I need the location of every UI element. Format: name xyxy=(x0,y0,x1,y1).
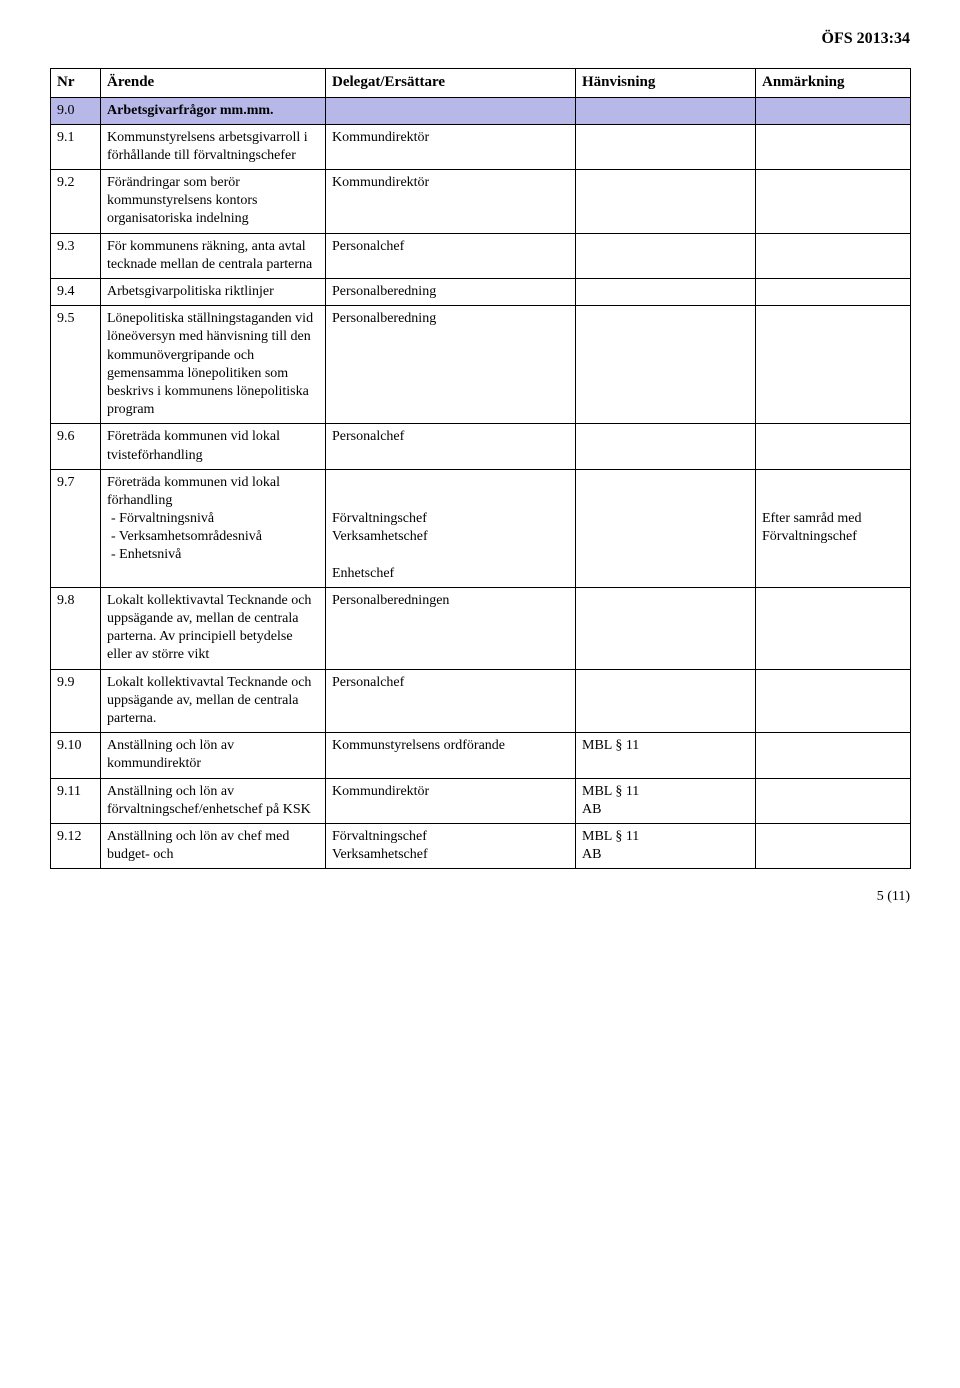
table-row: 9.12Anställning och lön av chef med budg… xyxy=(51,823,911,868)
page-number: 5 (11) xyxy=(50,889,910,905)
cell-hanv xyxy=(576,170,756,234)
cell-anm xyxy=(756,279,911,306)
cell-nr: 9.10 xyxy=(51,733,101,778)
cell-arende: Anställning och lön av kommundirektör xyxy=(101,733,326,778)
col-anm: Anmärkning xyxy=(756,69,911,98)
cell-nr: 9.5 xyxy=(51,306,101,424)
cell-hanv: MBL § 11 xyxy=(576,733,756,778)
doc-id: ÖFS 2013:34 xyxy=(50,30,910,48)
table-header-row: Nr Ärende Delegat/Ersättare Hänvisning A… xyxy=(51,69,911,98)
cell-delegat: FörvaltningschefVerksamhetschef xyxy=(326,823,576,868)
cell-arende: Lokalt kollektivavtal Tecknande och upps… xyxy=(101,669,326,733)
col-nr: Nr xyxy=(51,69,101,98)
table-row: 9.2Förändringar som berör kommunstyrelse… xyxy=(51,170,911,234)
cell-delegat: FörvaltningschefVerksamhetschef Enhetsch… xyxy=(326,469,576,587)
cell-hanv: MBL § 11AB xyxy=(576,778,756,823)
delegation-table: Nr Ärende Delegat/Ersättare Hänvisning A… xyxy=(50,68,911,869)
cell-hanv xyxy=(576,279,756,306)
cell-anm xyxy=(756,233,911,278)
cell-delegat: Kommundirektör xyxy=(326,170,576,234)
cell-nr: 9.12 xyxy=(51,823,101,868)
cell-anm xyxy=(756,778,911,823)
section-nr: 9.0 xyxy=(51,97,101,124)
cell-nr: 9.2 xyxy=(51,170,101,234)
cell-delegat: Kommundirektör xyxy=(326,124,576,169)
cell-delegat: Personalchef xyxy=(326,424,576,469)
cell-delegat: Personalberedningen xyxy=(326,587,576,669)
table-row: 9.7Företräda kommunen vid lokal förhandl… xyxy=(51,469,911,587)
cell-hanv xyxy=(576,306,756,424)
cell-nr: 9.8 xyxy=(51,587,101,669)
table-row: 9.9Lokalt kollektivavtal Tecknande och u… xyxy=(51,669,911,733)
cell-anm xyxy=(756,424,911,469)
cell-arende: För kommunens räkning, anta avtal teckna… xyxy=(101,233,326,278)
cell-arende: Företräda kommunen vid lokal tvisteförha… xyxy=(101,424,326,469)
cell-hanv xyxy=(576,124,756,169)
table-row: 9.4Arbetsgivarpolitiska riktlinjerPerson… xyxy=(51,279,911,306)
cell-anm xyxy=(756,124,911,169)
cell-anm: Efter samråd med Förvaltningschef xyxy=(756,469,911,587)
section-row: 9.0 Arbetsgivarfrågor mm.mm. xyxy=(51,97,911,124)
cell-arende: Arbetsgivarpolitiska riktlinjer xyxy=(101,279,326,306)
table-row: 9.6Företräda kommunen vid lokal tvistefö… xyxy=(51,424,911,469)
cell-delegat: Personalchef xyxy=(326,233,576,278)
cell-hanv: MBL § 11AB xyxy=(576,823,756,868)
cell-anm xyxy=(756,306,911,424)
cell-hanv xyxy=(576,424,756,469)
cell-nr: 9.3 xyxy=(51,233,101,278)
table-row: 9.3För kommunens räkning, anta avtal tec… xyxy=(51,233,911,278)
cell-delegat: Personalberedning xyxy=(326,279,576,306)
cell-delegat: Kommundirektör xyxy=(326,778,576,823)
cell-anm xyxy=(756,170,911,234)
cell-delegat: Personalchef xyxy=(326,669,576,733)
cell-hanv xyxy=(576,669,756,733)
cell-nr: 9.4 xyxy=(51,279,101,306)
cell-arende: Anställning och lön av chef med budget- … xyxy=(101,823,326,868)
cell-arende: Lönepolitiska ställningstaganden vid lön… xyxy=(101,306,326,424)
cell-arende: Förändringar som berör kommunstyrelsens … xyxy=(101,170,326,234)
cell-arende: Företräda kommunen vid lokal förhandling… xyxy=(101,469,326,587)
table-row: 9.10Anställning och lön av kommundirektö… xyxy=(51,733,911,778)
cell-anm xyxy=(756,733,911,778)
cell-arende: Anställning och lön av förvaltningschef/… xyxy=(101,778,326,823)
cell-anm xyxy=(756,823,911,868)
cell-nr: 9.6 xyxy=(51,424,101,469)
cell-delegat: Personalberedning xyxy=(326,306,576,424)
cell-nr: 9.11 xyxy=(51,778,101,823)
table-row: 9.1Kommunstyrelsens arbetsgivarroll i fö… xyxy=(51,124,911,169)
table-row: 9.5Lönepolitiska ställningstaganden vid … xyxy=(51,306,911,424)
table-row: 9.11Anställning och lön av förvaltningsc… xyxy=(51,778,911,823)
cell-nr: 9.7 xyxy=(51,469,101,587)
cell-nr: 9.1 xyxy=(51,124,101,169)
cell-arende: Lokalt kollektivavtal Tecknande och upps… xyxy=(101,587,326,669)
col-delegat: Delegat/Ersättare xyxy=(326,69,576,98)
cell-arende: Kommunstyrelsens arbetsgivarroll i förhå… xyxy=(101,124,326,169)
cell-hanv xyxy=(576,587,756,669)
cell-anm xyxy=(756,669,911,733)
col-arende: Ärende xyxy=(101,69,326,98)
col-hanv: Hänvisning xyxy=(576,69,756,98)
cell-hanv xyxy=(576,469,756,587)
section-title: Arbetsgivarfrågor mm.mm. xyxy=(101,97,326,124)
cell-nr: 9.9 xyxy=(51,669,101,733)
cell-anm xyxy=(756,587,911,669)
cell-delegat: Kommunstyrelsens ordförande xyxy=(326,733,576,778)
table-row: 9.8Lokalt kollektivavtal Tecknande och u… xyxy=(51,587,911,669)
cell-hanv xyxy=(576,233,756,278)
